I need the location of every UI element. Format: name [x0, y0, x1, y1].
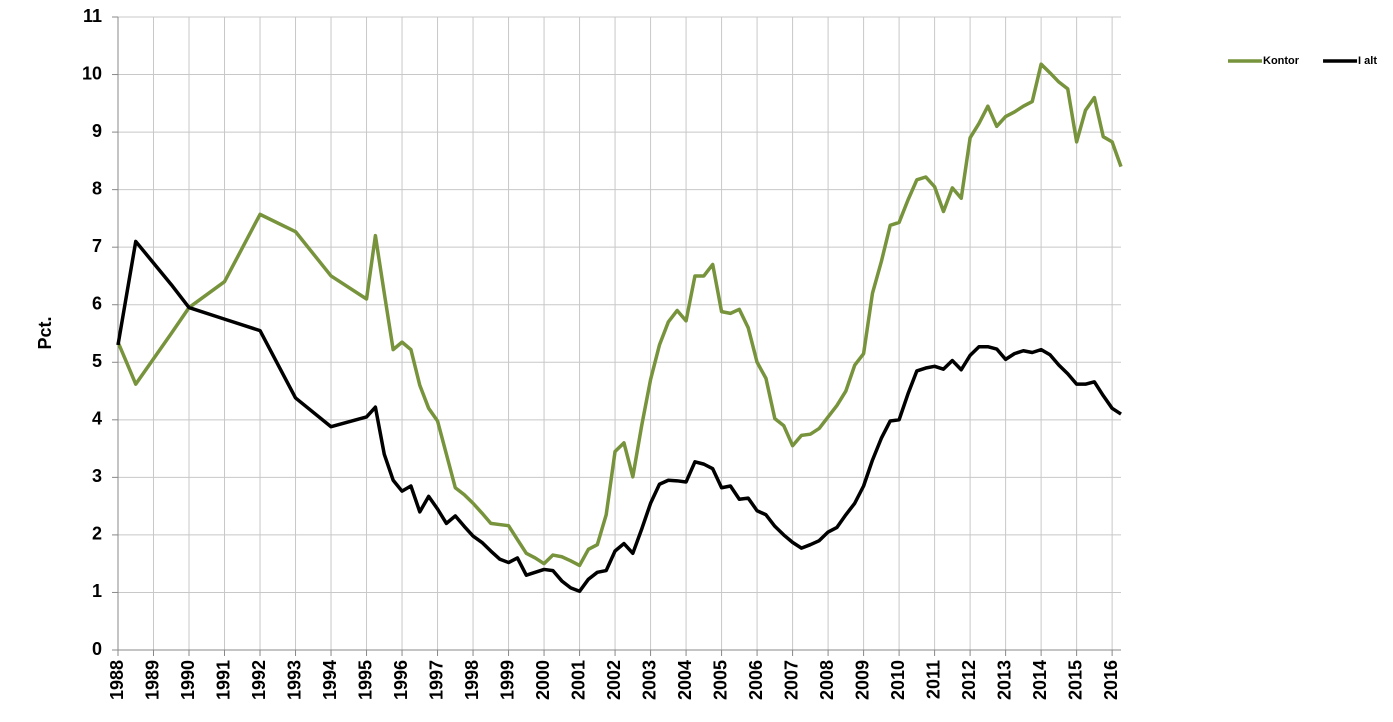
y-tick-label: 4 — [92, 409, 102, 429]
x-tick-label: 1992 — [249, 660, 269, 700]
x-tick-label: 2007 — [781, 660, 801, 700]
x-tick-label: 2013 — [994, 660, 1014, 700]
x-tick-label: 2002 — [604, 660, 624, 700]
line-series — [116, 239, 1122, 594]
x-tick-label: 1993 — [284, 660, 304, 700]
x-tick-label: 2005 — [710, 660, 730, 700]
y-tick-label: 3 — [92, 466, 102, 486]
x-tick-label: 2006 — [746, 660, 766, 700]
x-tick-label: 2010 — [888, 660, 908, 700]
x-tick-label: 1989 — [142, 660, 162, 700]
x-tick-label: 1995 — [355, 660, 375, 700]
x-tick-label: 1998 — [462, 660, 482, 700]
x-tick-label: 2008 — [817, 660, 837, 700]
y-tick-label: 1 — [92, 581, 102, 601]
x-tick-label: 2003 — [639, 660, 659, 700]
x-tick-label: 1990 — [178, 660, 198, 700]
y-tick-label: 9 — [92, 121, 102, 141]
x-tick-label: 2016 — [1101, 660, 1121, 700]
x-tick-label: 2014 — [1030, 660, 1050, 700]
x-tick-label: 2011 — [923, 660, 943, 699]
x-tick-label: 2001 — [568, 660, 588, 700]
y-tick-label: 2 — [92, 524, 102, 544]
y-tick-label: 5 — [92, 351, 102, 371]
x-tick-label: 1991 — [213, 660, 233, 700]
y-tick-label: 8 — [92, 178, 102, 198]
y-tick-label: 10 — [82, 63, 102, 83]
x-tick-label: 2004 — [675, 660, 695, 700]
x-tick-label: 1994 — [320, 660, 340, 700]
x-tick-label: 2012 — [959, 660, 979, 700]
y-axis-label: Pct. — [35, 316, 55, 349]
x-tick-label: 1988 — [107, 660, 127, 700]
x-tick-label: 2000 — [533, 660, 553, 700]
y-tick-label: 6 — [92, 293, 102, 313]
y-tick-label: 11 — [83, 6, 102, 26]
legend-label: I alt — [1358, 55, 1377, 67]
line-series — [116, 62, 1123, 568]
x-tick-label: 2015 — [1065, 660, 1085, 700]
x-tick-label: 1999 — [497, 660, 517, 700]
y-tick-label: 0 — [92, 639, 102, 659]
x-tick-label: 1997 — [426, 660, 446, 700]
x-tick-label: 1996 — [391, 660, 411, 700]
y-tick-label: 7 — [92, 236, 102, 256]
legend-label: Kontor — [1263, 55, 1300, 67]
x-tick-label: 2009 — [852, 660, 872, 700]
